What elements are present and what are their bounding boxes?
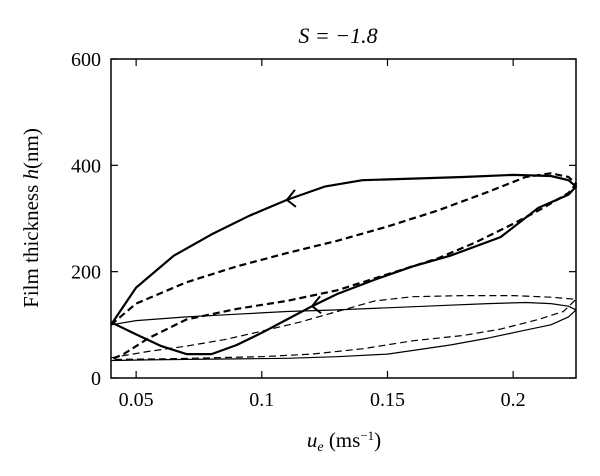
series-layer xyxy=(110,172,578,362)
plot-frame xyxy=(110,58,577,379)
series-thin-solid-2 xyxy=(110,301,577,362)
direction-arrow-0-0 xyxy=(285,189,297,208)
y-tick-label: 400 xyxy=(71,155,101,177)
ticks-layer: 0.05 0.1 0.15 0.2 0 200 400 600 xyxy=(71,49,576,411)
series-thin-dashed-3 xyxy=(110,295,577,360)
y-tick-label: 200 xyxy=(71,262,101,284)
series-thick-solid-0 xyxy=(110,173,578,356)
plot-area: 0.05 0.1 0.15 0.2 0 200 400 600 xyxy=(71,49,578,411)
direction-arrow-0-1 xyxy=(310,295,322,315)
arrow-layer xyxy=(285,189,322,315)
y-axis-label: Film thickness h(nm) xyxy=(19,128,43,308)
x-tick-label: 0.15 xyxy=(370,389,405,411)
x-tick-label: 0.1 xyxy=(249,389,274,411)
chart-title: S = −1.8 xyxy=(298,23,377,48)
y-tick-label: 600 xyxy=(71,49,101,71)
x-tick-label: 0.2 xyxy=(501,389,526,411)
y-tick-label: 0 xyxy=(91,368,101,390)
series-thick-dashed-1 xyxy=(110,172,578,361)
x-tick-label: 0.05 xyxy=(119,389,154,411)
x-axis-label: ue (ms−1) xyxy=(307,428,381,455)
